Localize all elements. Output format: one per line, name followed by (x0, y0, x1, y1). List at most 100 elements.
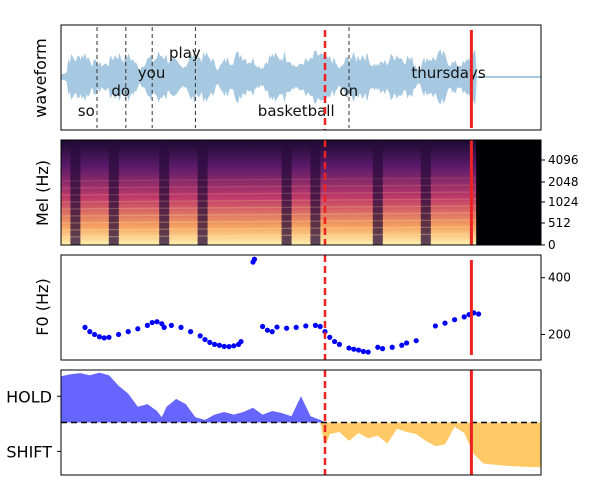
f0-point (380, 346, 386, 352)
f0-point (356, 347, 362, 353)
turn-tick-label: HOLD (6, 387, 52, 406)
f0-point (125, 329, 131, 335)
f0-point (332, 338, 338, 345)
mel-tick-label: 4096 (548, 153, 579, 167)
word-label: thursdays (411, 64, 485, 82)
f0-point (226, 344, 232, 350)
mel-harmonic-0 (61, 233, 477, 238)
f0-point (346, 345, 352, 351)
f0-point (365, 349, 371, 355)
f0-point (251, 256, 258, 262)
f0-point (274, 324, 280, 330)
f0-point (116, 331, 122, 338)
mel-harmonic-7 (61, 184, 477, 189)
mel-ylabel: Mel (Hz) (33, 160, 52, 226)
f0-point (260, 323, 266, 330)
f0-tick-label: 200 (548, 327, 571, 341)
f0-point (82, 324, 88, 330)
mel-texture (61, 140, 541, 245)
f0-point (159, 321, 165, 327)
f0-point (351, 346, 357, 352)
mel-gap-4 (281, 140, 292, 245)
mel-gap-1 (108, 140, 119, 245)
f0-point (461, 314, 467, 320)
f0-point (144, 322, 150, 328)
mel-silence (476, 140, 541, 245)
mel-tick-label: 1024 (548, 195, 579, 209)
f0-point (238, 338, 244, 345)
mel-gap-3 (197, 140, 208, 245)
mel-tick-label: 2048 (548, 175, 579, 189)
f0-point (149, 319, 155, 326)
f0-point (476, 311, 482, 317)
f0-point (216, 342, 222, 348)
word-label: you (138, 64, 166, 82)
waveform-ylabel: waveform (31, 38, 50, 118)
mel-gap-6 (372, 140, 383, 245)
f0-point (92, 331, 98, 338)
mel-gap-2 (159, 140, 170, 245)
word-label: on (339, 82, 358, 100)
word-label: basketball (258, 102, 335, 120)
word-label: play (169, 44, 201, 62)
f0-point (327, 334, 333, 340)
mel-yticks: 0 512 1024 2048 4096 (541, 153, 579, 252)
f0-point (404, 340, 410, 346)
f0-point (442, 320, 448, 326)
word-label: so (78, 102, 95, 120)
f0-point (360, 348, 366, 355)
turn-yticks: HOLD SHIFT (6, 387, 61, 461)
f0-point (432, 323, 438, 329)
f0-point (264, 327, 270, 333)
f0-point (96, 334, 102, 340)
mel-harmonic-3 (61, 212, 477, 217)
mel-harmonic-6 (61, 191, 477, 196)
f0-point (303, 323, 309, 329)
f0-point (399, 342, 405, 348)
f0-point (317, 323, 323, 330)
f0-ylabel: F0 (Hz) (33, 278, 52, 335)
f0-point (101, 335, 107, 341)
f0-point (269, 329, 275, 335)
f0-point (322, 329, 328, 335)
f0-points (82, 256, 482, 355)
hold-area (61, 372, 541, 423)
f0-point (231, 343, 237, 349)
f0-point (293, 324, 299, 330)
f0-point (336, 341, 342, 347)
turn-panel: HOLD SHIFT (6, 369, 542, 476)
turn-tick-label: SHIFT (6, 442, 52, 461)
f0-point (188, 329, 194, 335)
mel-tick-label: 0 (548, 238, 556, 252)
word-label: do (111, 82, 130, 100)
mel-tick-label: 512 (548, 216, 571, 230)
mel-panel: Mel (Hz) 0 512 1024 2048 4096 (33, 139, 579, 252)
f0-point (168, 322, 174, 328)
mel-harmonic-8 (61, 177, 477, 182)
f0-point (154, 319, 160, 325)
mel-gap-0 (70, 140, 81, 245)
f0-point (207, 339, 213, 346)
f0-point (312, 322, 318, 328)
f0-point (284, 325, 290, 331)
shift-area (61, 422, 541, 468)
f0-point (178, 324, 184, 330)
f0-point (197, 333, 203, 339)
f0-point (87, 329, 93, 335)
f0-point (221, 343, 227, 349)
f0-point (202, 336, 208, 343)
f0-tick-label: 400 (548, 271, 571, 285)
f0-yticks: 200 400 (541, 271, 571, 341)
f0-point (452, 317, 458, 323)
f0-point (389, 344, 395, 350)
f0-point (135, 326, 141, 332)
f0-point (375, 344, 381, 350)
f0-point (161, 324, 167, 330)
turn-frame (60, 369, 542, 476)
f0-point (212, 341, 218, 347)
mel-background (61, 140, 541, 245)
mel-harmonic-2 (61, 219, 477, 224)
